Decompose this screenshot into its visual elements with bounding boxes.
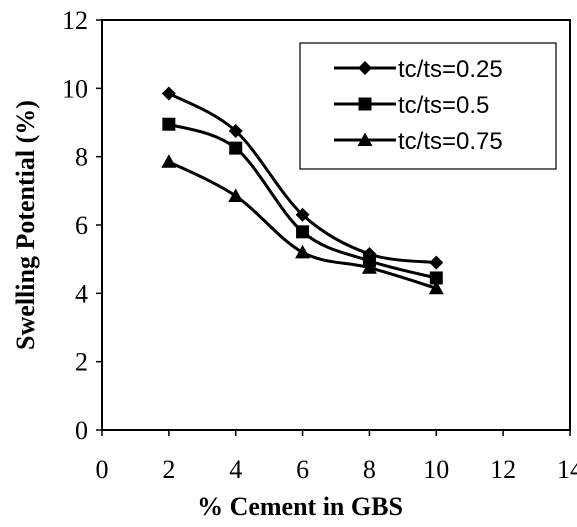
legend-marker-diamond [358,61,372,75]
legend-label: tc/ts=0.25 [398,56,503,83]
data-point-diamond [429,255,444,270]
data-point-triangle [361,260,377,274]
x-tick-label: 4 [229,455,242,484]
data-point-triangle [228,188,244,202]
series-markers [161,86,444,295]
data-point-diamond [161,86,176,101]
data-point-triangle [428,280,444,295]
data-point-square [162,117,176,131]
legend-box [299,42,557,170]
y-tick-label: 6 [75,211,88,240]
y-tick-label: 10 [62,74,88,103]
data-point-square [229,141,243,155]
legend-marker-square [358,97,372,111]
x-tick-label: 6 [296,455,309,484]
y-tick-label: 4 [75,279,88,308]
y-axis-ticks: 0 2 4 6 8 10 12 [62,6,102,445]
legend-marker-triangle [357,132,373,146]
x-tick-label: 10 [423,455,449,484]
data-point-square [296,225,310,239]
data-point-triangle [161,154,177,168]
x-axis-ticks: 0 2 4 6 8 10 12 14 [96,430,577,484]
legend-label: tc/ts=0.5 [398,92,489,119]
data-point-diamond [228,124,243,139]
y-tick-label: 12 [62,6,88,35]
y-tick-label: 8 [75,143,88,172]
x-tick-label: 14 [557,455,577,484]
legend-label: tc/ts=0.75 [398,128,503,155]
y-tick-label: 2 [75,348,88,377]
legend: tc/ts=0.25 tc/ts=0.5 tc/ts=0.75 [299,42,557,170]
data-point-triangle [295,244,311,259]
x-axis-title: % Cement in GBS [197,492,403,521]
x-tick-label: 8 [363,455,376,484]
data-point-diamond [295,207,310,222]
y-axis-title: Swelling Potential (%) [11,100,40,350]
x-tick-label: 0 [96,455,109,484]
y-tick-label: 0 [75,416,88,445]
x-tick-label: 2 [162,455,175,484]
x-tick-label: 12 [490,455,516,484]
data-point-square [429,271,443,285]
